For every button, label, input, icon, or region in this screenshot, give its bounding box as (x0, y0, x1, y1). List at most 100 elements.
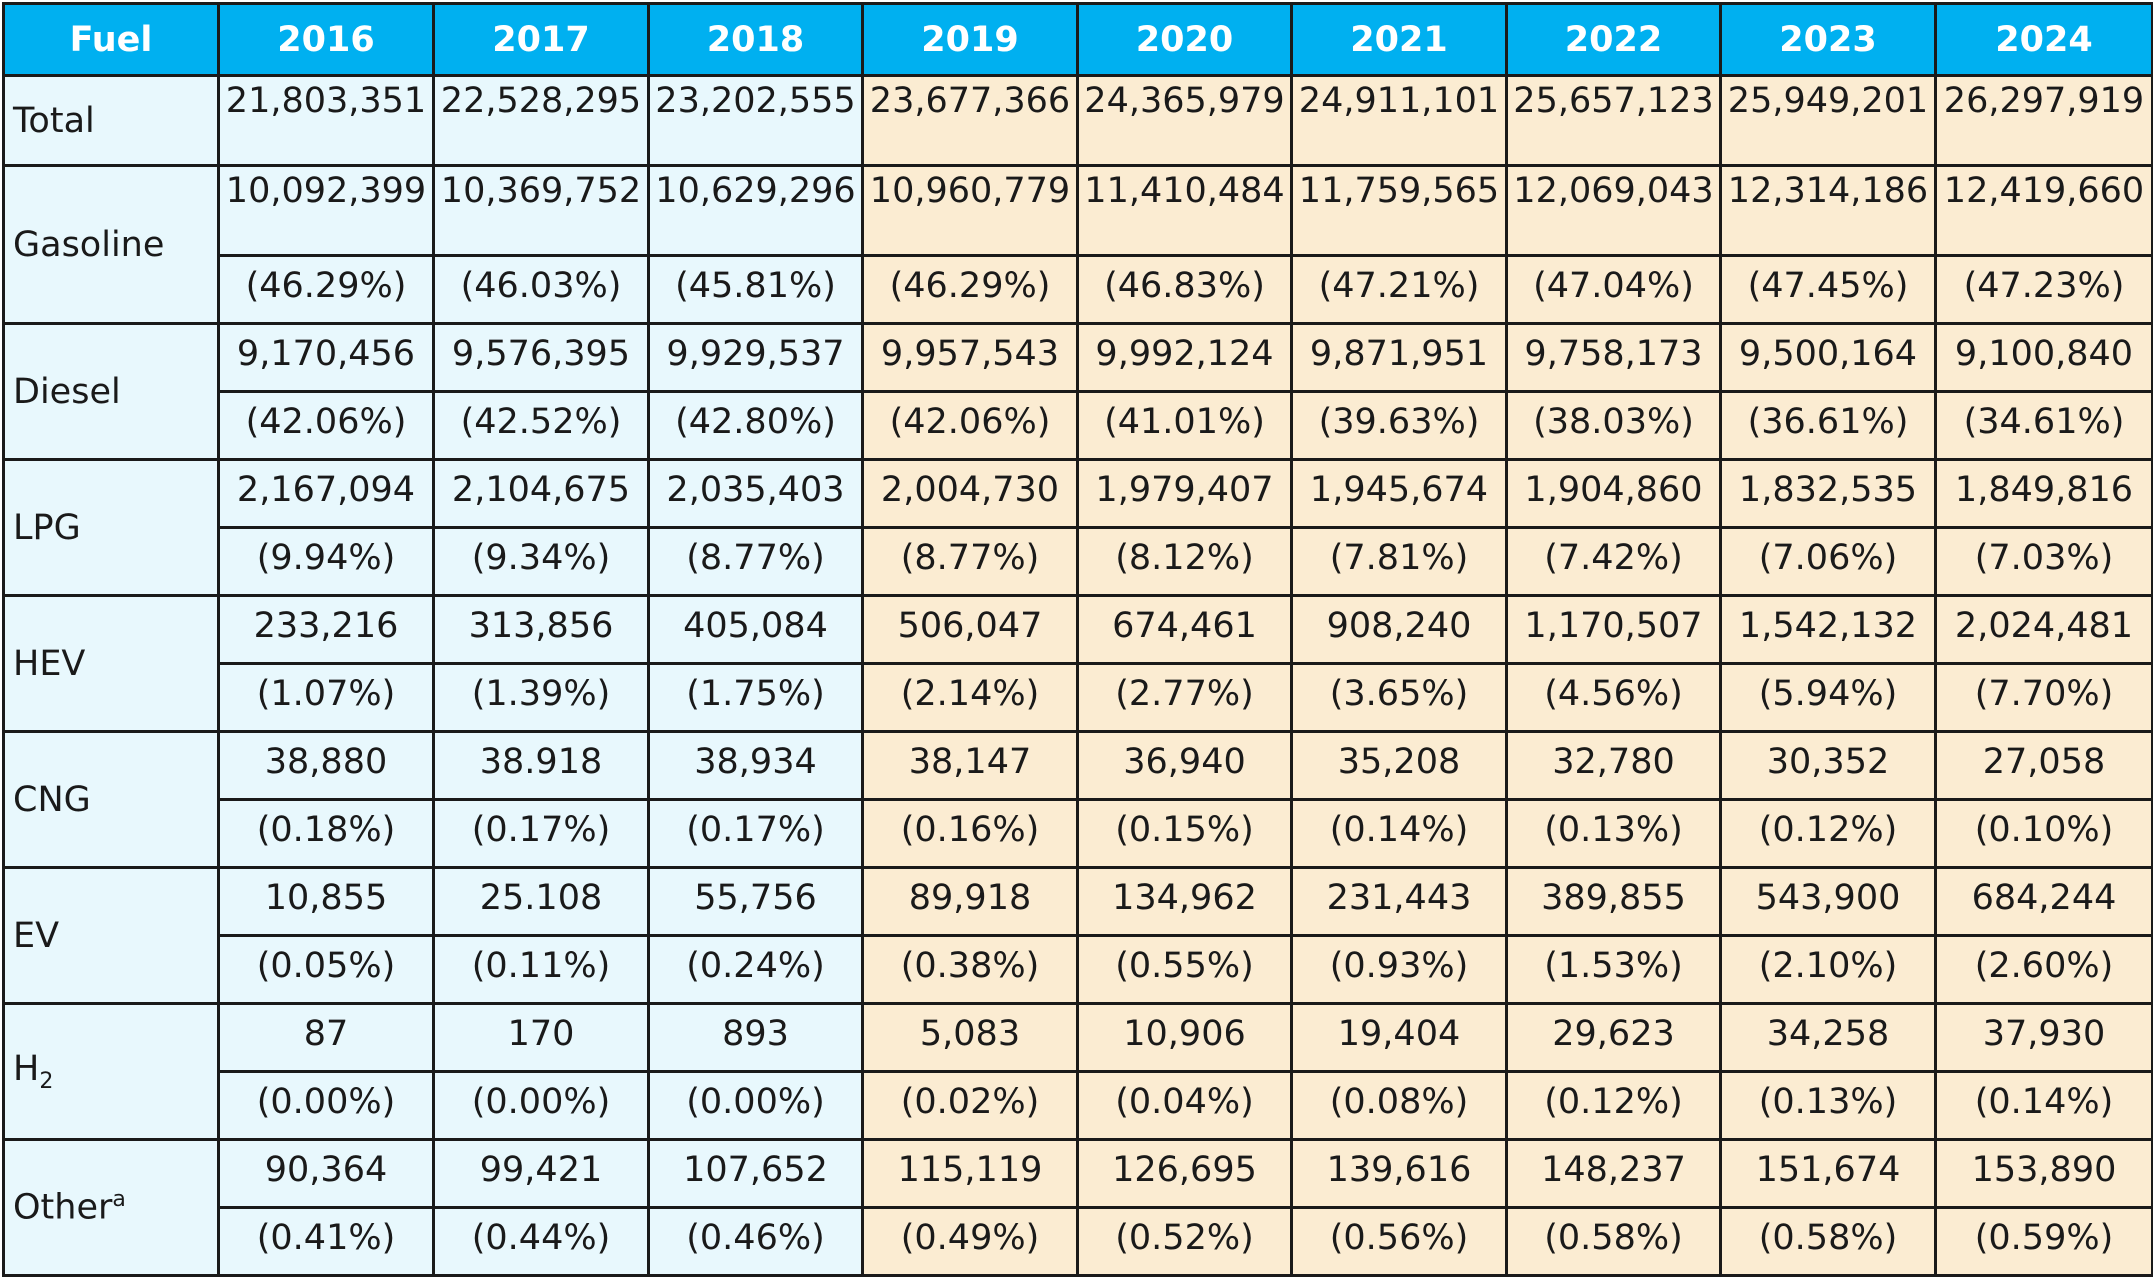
fuel-label-text: Diesel (13, 371, 121, 412)
vehicle-count-cell: 9,758,173 (1505, 322, 1722, 393)
vehicle-count-cell: 1,979,407 (1076, 458, 1293, 529)
vehicle-count-cell: 674,461 (1076, 594, 1293, 665)
table-row-share: (0.18%) (0.17%) (0.17%) (0.16%) (0.15%) (0.14… (4, 798, 2153, 869)
column-header-year: 2016 (217, 2, 435, 77)
share-percent-cell: (8.77%) (647, 526, 864, 597)
vehicle-count-cell: 5,083 (861, 1002, 1079, 1073)
column-header-fuel: Fuel (2, 2, 220, 77)
vehicle-count-cell: 10,960,779 (861, 164, 1079, 257)
vehicle-count-cell: 908,240 (1290, 594, 1508, 665)
table-row-value: Gasoline 10,092,399 10,369,752 10,629,296 10… (2, 164, 2153, 325)
vehicle-count-cell: 34,258 (1719, 1002, 1937, 1073)
share-percent-cell: (0.38%) (861, 934, 1079, 1005)
share-percent-cell: (1.07%) (217, 662, 435, 733)
vehicle-count-cell: 37,930 (1934, 1002, 2153, 1073)
row-label-fuel: LPG (2, 458, 220, 597)
share-percent-cell: (7.06%) (1719, 526, 1937, 597)
share-percent-cell: (2.60%) (1934, 934, 2153, 1005)
total-value-cell: 26,297,919 (1934, 74, 2153, 167)
row-label-fuel: EV (2, 866, 220, 1005)
fuel-label-text: HEV (13, 643, 86, 684)
share-percent-cell: (0.24%) (647, 934, 864, 1005)
vehicle-count-cell: 1,832,535 (1719, 458, 1937, 529)
vehicle-count-cell: 38,147 (861, 730, 1079, 801)
share-percent-cell: (0.00%) (647, 1070, 864, 1141)
row-label-fuel: Gasoline (2, 164, 220, 325)
share-percent-cell: (2.10%) (1719, 934, 1937, 1005)
vehicle-count-cell: 55,756 (647, 866, 864, 937)
vehicle-count-cell: 139,616 (1290, 1138, 1508, 1209)
vehicle-count-cell: 36,940 (1076, 730, 1293, 801)
share-percent-cell: (0.93%) (1290, 934, 1508, 1005)
vehicle-count-cell: 115,119 (861, 1138, 1079, 1209)
share-percent-cell: (0.12%) (1505, 1070, 1722, 1141)
share-percent-cell: (1.53%) (1505, 934, 1722, 1005)
share-percent-cell: (0.17%) (432, 798, 650, 869)
table-row-value: EV 10,855 25.108 55,756 89,918 134,962 231,443… (2, 866, 2153, 1005)
share-percent-cell: (0.00%) (217, 1070, 435, 1141)
total-value-cell: 24,365,979 (1076, 74, 1293, 167)
fuel-label-text: CNG (13, 779, 91, 820)
share-percent-cell: (0.59%) (1934, 1206, 2153, 1277)
vehicle-count-cell: 389,855 (1505, 866, 1722, 937)
share-percent-cell: (42.80%) (647, 390, 864, 461)
column-header-year: 2023 (1719, 2, 1937, 77)
total-value-cell: 24,911,101 (1290, 74, 1508, 167)
vehicle-count-cell: 11,410,484 (1076, 164, 1293, 257)
vehicle-count-cell: 2,104,675 (432, 458, 650, 529)
row-label-fuel: H2 (2, 1002, 220, 1141)
vehicle-count-cell: 231,443 (1290, 866, 1508, 937)
share-percent-cell: (46.29%) (861, 254, 1079, 325)
vehicle-count-cell: 38,934 (647, 730, 864, 801)
fuel-label-text: EV (13, 915, 60, 956)
share-percent-cell: (0.10%) (1934, 798, 2153, 869)
vehicle-count-cell: 19,404 (1290, 1002, 1508, 1073)
share-percent-cell: (2.14%) (861, 662, 1079, 733)
table-row-total: Total 21,803,351 22,528,295 23,202,555 23,67… (2, 74, 2153, 167)
vehicle-count-cell: 99,421 (432, 1138, 650, 1209)
vehicle-count-cell: 25.108 (432, 866, 650, 937)
table-row-value: H2 87 170 893 5,083 10,906 19,404 29,623 34,258 3… (2, 1002, 2153, 1141)
share-percent-cell: (46.29%) (217, 254, 435, 325)
table-row-value: Othera 90,364 99,421 107,652 115,119 126,695 1… (2, 1138, 2153, 1277)
share-percent-cell: (1.75%) (647, 662, 864, 733)
share-percent-cell: (7.70%) (1934, 662, 2153, 733)
vehicle-count-cell: 2,004,730 (861, 458, 1079, 529)
vehicle-count-cell: 32,780 (1505, 730, 1722, 801)
share-percent-cell: (47.21%) (1290, 254, 1508, 325)
table-row-value: LPG 2,167,094 2,104,675 2,035,403 2,004,730 1… (2, 458, 2153, 597)
share-percent-cell: (4.56%) (1505, 662, 1722, 733)
share-percent-cell: (7.42%) (1505, 526, 1722, 597)
table-row-value: CNG 38,880 38.918 38,934 38,147 36,940 35,208 3… (2, 730, 2153, 869)
fuel-label-subscript: 2 (39, 1069, 54, 1094)
table-row-share: (1.07%) (1.39%) (1.75%) (2.14%) (2.77%) (3.65… (4, 662, 2153, 733)
share-percent-cell: (3.65%) (1290, 662, 1508, 733)
share-percent-cell: (47.23%) (1934, 254, 2153, 325)
share-percent-cell: (5.94%) (1719, 662, 1937, 733)
vehicle-count-cell: 27,058 (1934, 730, 2153, 801)
vehicle-count-cell: 12,314,186 (1719, 164, 1937, 257)
vehicle-count-cell: 2,024,481 (1934, 594, 2153, 665)
share-percent-cell: (0.44%) (432, 1206, 650, 1277)
vehicle-count-cell: 9,992,124 (1076, 322, 1293, 393)
share-percent-cell: (0.17%) (647, 798, 864, 869)
column-header-year: 2024 (1934, 2, 2153, 77)
share-percent-cell: (47.45%) (1719, 254, 1937, 325)
share-percent-cell: (42.06%) (217, 390, 435, 461)
share-percent-cell: (0.46%) (647, 1206, 864, 1277)
vehicle-count-cell: 10,629,296 (647, 164, 864, 257)
vehicle-count-cell: 134,962 (1076, 866, 1293, 937)
vehicle-count-cell: 89,918 (861, 866, 1079, 937)
fuel-label-text: Other (13, 1187, 113, 1228)
vehicle-count-cell: 405,084 (647, 594, 864, 665)
share-percent-cell: (1.39%) (432, 662, 650, 733)
vehicle-count-cell: 9,500,164 (1719, 322, 1937, 393)
column-header-year: 2020 (1076, 2, 1293, 77)
vehicle-count-cell: 153,890 (1934, 1138, 2153, 1209)
share-percent-cell: (8.77%) (861, 526, 1079, 597)
total-value-cell: 23,677,366 (861, 74, 1079, 167)
vehicle-count-cell: 10,369,752 (432, 164, 650, 257)
vehicle-count-cell: 29,623 (1505, 1002, 1722, 1073)
total-value-cell: 22,528,295 (432, 74, 650, 167)
table-row-share: (0.00%) (0.00%) (0.00%) (0.02%) (0.04%) (0.08… (4, 1070, 2153, 1141)
